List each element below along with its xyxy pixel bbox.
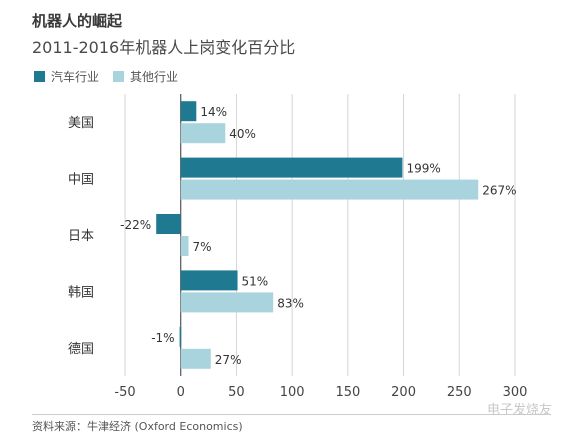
- legend-label-other: 其他行业: [130, 70, 179, 84]
- x-tick-label: 250: [447, 385, 472, 400]
- x-tick-label: -50: [114, 385, 135, 400]
- bar-other: [180, 236, 189, 256]
- data-label: 27%: [215, 353, 242, 367]
- data-label: -22%: [120, 218, 151, 232]
- x-tick-label: 300: [503, 385, 528, 400]
- category-label: 德国: [68, 342, 94, 357]
- x-tick-label: 0: [177, 385, 185, 400]
- x-tick-label: 150: [335, 385, 360, 400]
- bar-auto: [180, 270, 238, 291]
- bar-other: [180, 348, 211, 369]
- legend-label-auto: 汽车行业: [51, 70, 100, 84]
- legend-swatch-other: [113, 71, 125, 82]
- data-label: 83%: [277, 296, 304, 310]
- source-note: 资料来源：牛津经济 (Oxford Economics): [32, 420, 243, 433]
- bar-auto: [180, 101, 197, 122]
- bar-chart: -50 0 50 100 150 200 250 300 美国 14%40% 中国 199% 267% 日…: [68, 94, 528, 400]
- chart-legend: 汽车行业 其他行业: [34, 68, 192, 85]
- x-tick-label: 50: [228, 385, 245, 400]
- chart-title: 机器人的崛起: [32, 12, 123, 30]
- bar-other: [180, 292, 274, 313]
- bar-other: [180, 179, 479, 200]
- x-tick-label: 200: [391, 385, 416, 400]
- data-label: 14%: [200, 105, 227, 119]
- footer-divider: [32, 414, 548, 415]
- legend-item-other: 其他行业: [113, 68, 178, 85]
- watermark-logo: 电子发烧友: [486, 403, 552, 418]
- data-label: 51%: [242, 274, 269, 288]
- data-label: 267%: [482, 184, 516, 198]
- bar-auto: [156, 214, 181, 234]
- data-label: 199%: [406, 162, 440, 176]
- bar-other: [180, 123, 226, 144]
- chart-subtitle: 2011-2016年机器人上岗变化百分比: [32, 38, 296, 57]
- data-label: 7%: [193, 240, 212, 254]
- legend-swatch-auto: [34, 71, 45, 82]
- bar-auto: [179, 326, 182, 347]
- data-label: -1%: [151, 331, 174, 345]
- x-tick-label: 100: [280, 385, 305, 400]
- category-label: 美国: [68, 116, 94, 131]
- bar-auto: [180, 157, 403, 178]
- category-label: 中国: [68, 173, 94, 188]
- data-label: 40%: [229, 127, 256, 141]
- category-label: 日本: [68, 229, 94, 244]
- category-label: 韩国: [68, 285, 94, 300]
- legend-item-auto: 汽车行业: [34, 68, 99, 85]
